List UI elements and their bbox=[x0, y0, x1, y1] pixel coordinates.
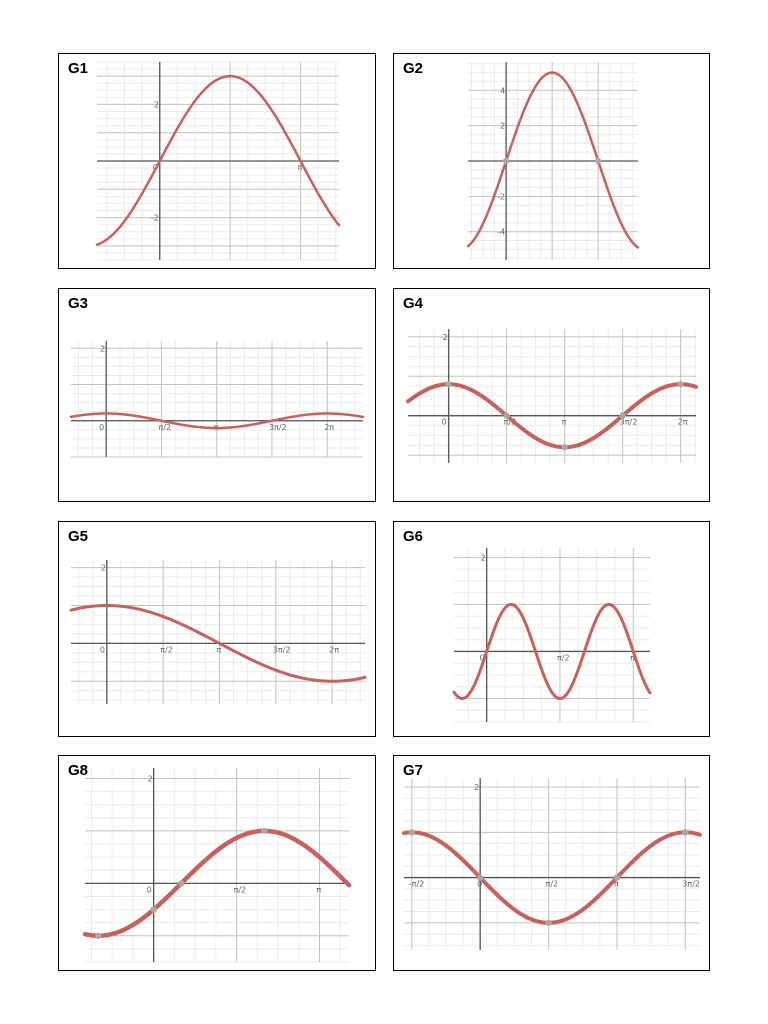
y-tick-label: -2 bbox=[151, 214, 159, 223]
point-marker bbox=[150, 906, 157, 913]
graph-panel-g5: π/2 π 3π/2 2π 2 0 G5 bbox=[58, 521, 376, 737]
graph-label-g8: G8 bbox=[68, 762, 89, 779]
graph-label-g5: G5 bbox=[68, 528, 89, 545]
x-tick-label: 3π/2 bbox=[620, 418, 638, 427]
point-marker bbox=[408, 829, 416, 836]
x-tick-label: π/2 bbox=[234, 885, 247, 894]
point-marker bbox=[594, 157, 602, 165]
y-tick-label: -2 bbox=[497, 192, 505, 201]
x-tick-label: π/2 bbox=[158, 423, 171, 432]
point-marker bbox=[445, 380, 452, 388]
graph-plot-g2: 4 2 -2 -4 bbox=[466, 62, 640, 260]
point-marker bbox=[682, 829, 689, 836]
graph-panel-g2: 4 2 -2 -4 G2 bbox=[393, 53, 710, 269]
graph-plot-g1: π2-20 bbox=[95, 61, 341, 261]
point-marker bbox=[95, 932, 102, 939]
x-tick-label: 3π/2 bbox=[682, 880, 700, 889]
graph-plot-g5: π/2 π 3π/2 2π 2 0 bbox=[69, 560, 367, 704]
curve-line bbox=[406, 382, 698, 450]
graph-panel-g4: π/2 π 3π/2 2π 2 0 G4 bbox=[393, 288, 710, 502]
graph-label-g6: G6 bbox=[403, 528, 424, 545]
curve-line bbox=[69, 603, 367, 683]
curve-line bbox=[69, 412, 365, 430]
origin-label: 0 bbox=[480, 653, 485, 662]
origin-label: 0 bbox=[442, 418, 447, 427]
x-tick-label: π bbox=[562, 418, 567, 427]
graph-plot-g7: -π/2 0 π/2 π 3π/2 2 bbox=[402, 778, 702, 950]
y-tick-label: 2 bbox=[500, 122, 505, 131]
graph-label-g3: G3 bbox=[68, 295, 89, 312]
y-tick-label: 2 bbox=[443, 333, 448, 342]
x-tick-label: π/2 bbox=[160, 645, 173, 654]
y-tick-label: 2 bbox=[100, 344, 105, 353]
curve-line bbox=[95, 74, 341, 246]
x-tick-label: π bbox=[216, 645, 221, 654]
x-tick-label: π/2 bbox=[557, 653, 570, 662]
graph-label-g2: G2 bbox=[403, 60, 424, 77]
x-tick-label: -π/2 bbox=[409, 880, 425, 889]
x-tick-label: 3π/2 bbox=[269, 423, 287, 432]
y-tick-label: 2 bbox=[154, 100, 159, 109]
x-tick-label: π bbox=[317, 885, 322, 894]
y-tick-label: -4 bbox=[497, 228, 505, 237]
graph-plot-g6: π/2 π 2 0 bbox=[452, 548, 652, 723]
point-marker bbox=[545, 919, 552, 927]
y-tick-label: 2 bbox=[148, 774, 153, 783]
graph-panel-g7: -π/2 0 π/2 π 3π/2 2 G7 bbox=[393, 755, 710, 971]
y-tick-label: 2 bbox=[101, 564, 106, 573]
x-tick-label: 0 bbox=[477, 880, 482, 889]
graph-plot-g8: π/2 π 2 0 bbox=[82, 768, 352, 963]
graph-panel-g1: π 2 -2 0 G1 bbox=[58, 53, 376, 269]
y-tick-label: 4 bbox=[500, 86, 505, 95]
curve-line bbox=[82, 828, 352, 939]
graph-panel-g8: π/2 π 2 0 G8 bbox=[58, 755, 376, 971]
point-marker bbox=[503, 412, 510, 419]
point-marker bbox=[178, 880, 185, 887]
point-marker bbox=[261, 827, 268, 835]
x-tick-label: 3π/2 bbox=[273, 645, 291, 654]
graph-label-g1: G1 bbox=[68, 60, 89, 77]
x-tick-label: π/2 bbox=[546, 880, 559, 889]
x-tick-label: 2π bbox=[678, 418, 688, 427]
curve-line bbox=[452, 602, 652, 700]
x-tick-label: 2π bbox=[329, 645, 339, 654]
point-marker bbox=[502, 157, 510, 165]
x-tick-label: π/2 bbox=[504, 418, 517, 427]
graph-plot-g4: π/2 π 3π/2 2π 2 0 bbox=[406, 329, 698, 463]
origin-label: 0 bbox=[147, 885, 152, 894]
x-tick-label: π bbox=[298, 163, 303, 172]
graph-panel-g6: π/2 π 2 0 G6 bbox=[393, 521, 710, 737]
point-marker bbox=[619, 412, 626, 419]
graph-label-g7: G7 bbox=[403, 762, 424, 779]
y-tick-label: 2 bbox=[481, 553, 486, 562]
graph-label-g4: G4 bbox=[403, 295, 424, 312]
x-tick-label: π bbox=[630, 653, 635, 662]
origin-label: 0 bbox=[99, 423, 104, 432]
graph-panel-g3: π/2 π 3π/2 2π 2 0 G3 bbox=[58, 288, 376, 502]
point-marker bbox=[677, 380, 684, 388]
point-marker bbox=[613, 874, 621, 881]
origin-label: 0 bbox=[100, 645, 105, 654]
point-marker bbox=[561, 444, 568, 451]
curve-line bbox=[466, 71, 640, 249]
point-marker bbox=[476, 874, 484, 881]
x-tick-label: π bbox=[614, 880, 619, 889]
x-tick-label: 2π bbox=[324, 423, 334, 432]
y-tick-label: 2 bbox=[474, 783, 479, 792]
curve-line bbox=[402, 830, 702, 925]
